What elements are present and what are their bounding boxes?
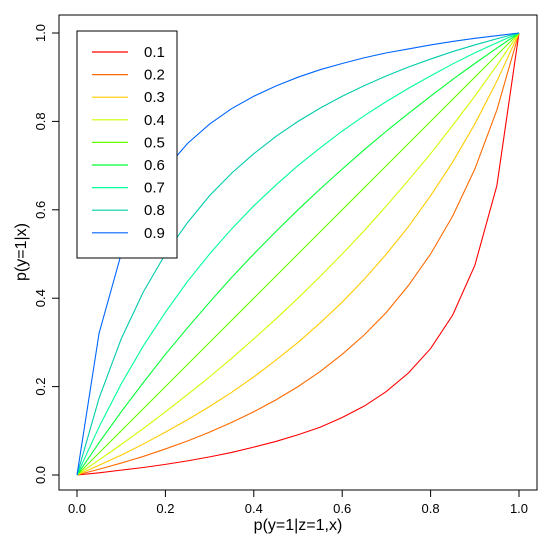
y-axis: 0.0 0.2 0.4 0.6 0.8 1.0	[33, 24, 59, 484]
series-line-0-3	[76, 32, 520, 476]
x-tick-label: 1.0	[510, 501, 528, 516]
y-tick-label: 0.0	[33, 466, 48, 484]
series-line-0-6	[76, 32, 520, 476]
legend-label: 0.2	[144, 67, 165, 84]
legend-label: 0.4	[144, 112, 165, 129]
series-line-0-4	[76, 32, 520, 476]
y-tick-label: 0.8	[33, 112, 48, 130]
series-line-0-1	[76, 32, 520, 476]
legend-label: 0.9	[144, 225, 165, 242]
x-axis-title: p(y=1|z=1,x)	[254, 517, 343, 534]
series-line-0-8	[76, 32, 520, 476]
series-line-0-2	[76, 32, 520, 476]
legend: 0.1 0.2 0.3 0.4 0.5 0.6 0.7 0.8 0.9	[76, 30, 178, 259]
y-tick-label: 1.0	[33, 24, 48, 42]
legend-label: 0.3	[144, 89, 165, 106]
series-line-0-5	[76, 32, 520, 476]
legend-label: 0.6	[144, 157, 165, 174]
x-tick-label: 0.4	[245, 501, 263, 516]
y-tick-label: 0.6	[33, 201, 48, 219]
series-line-0-7	[76, 32, 520, 476]
y-tick-label: 0.4	[33, 289, 48, 307]
x-tick-label: 0.2	[156, 501, 174, 516]
x-tick-label: 0.6	[333, 501, 351, 516]
y-axis-title: p(y=1|x)	[13, 223, 30, 281]
x-tick-label: 0.0	[68, 501, 86, 516]
y-tick-label: 0.2	[33, 378, 48, 396]
legend-label: 0.1	[144, 44, 165, 61]
legend-label: 0.8	[144, 202, 165, 219]
legend-label: 0.7	[144, 180, 165, 197]
legend-box	[76, 30, 178, 259]
x-tick-label: 0.8	[422, 501, 440, 516]
x-axis: 0.0 0.2 0.4 0.6 0.8 1.0	[68, 490, 528, 516]
legend-label: 0.5	[144, 134, 165, 151]
